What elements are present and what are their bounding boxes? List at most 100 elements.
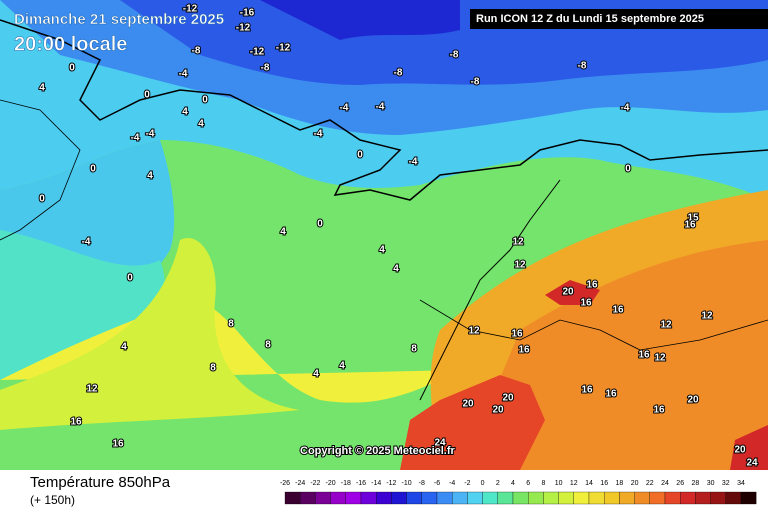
contour-label: 12 xyxy=(654,353,666,364)
copyright: Copyright © 2025 Meteociel.fr xyxy=(300,445,456,457)
color-swatch xyxy=(421,491,438,505)
colorbar-tick-label: 6 xyxy=(526,480,530,487)
colorbar-tick-label: 0 xyxy=(481,480,485,487)
color-swatch xyxy=(604,491,620,505)
contour-label: -4 xyxy=(131,133,140,144)
contour-label: 0 xyxy=(202,95,208,106)
contour-label: 12 xyxy=(701,311,713,322)
run-info: Run ICON 12 Z du Lundi 15 septembre 2025 xyxy=(476,13,704,25)
colorbar-tick-label: 4 xyxy=(511,480,515,487)
contour-label: -8 xyxy=(471,77,480,88)
legend-lead: (+ 150h) xyxy=(30,493,75,507)
contour-label: -8 xyxy=(578,61,587,72)
contour-label: -8 xyxy=(394,68,403,79)
color-swatch xyxy=(725,491,742,505)
color-swatch xyxy=(330,491,346,505)
contour-label: -4 xyxy=(314,129,323,140)
contour-label: 0 xyxy=(144,90,150,101)
color-swatch xyxy=(391,491,407,505)
contour-label: 0 xyxy=(317,219,323,230)
color-swatch xyxy=(497,491,514,505)
color-swatch xyxy=(695,491,711,505)
map xyxy=(0,0,768,470)
contour-label: 4 xyxy=(393,264,399,275)
contour-label: -8 xyxy=(192,46,201,57)
contour-label: 20 xyxy=(492,405,504,416)
color-swatch xyxy=(467,491,483,505)
color-swatch xyxy=(452,491,468,505)
run-box xyxy=(470,9,768,29)
contour-label: 12 xyxy=(468,326,480,337)
color-swatch xyxy=(482,491,498,505)
contour-label: 4 xyxy=(147,171,153,182)
colorbar-tick-label: 28 xyxy=(692,480,700,487)
contour-label: 16 xyxy=(518,345,530,356)
color-swatch xyxy=(284,491,301,505)
colorbar-tick-label: -24 xyxy=(295,480,305,487)
colorbar-tick-label: -26 xyxy=(280,480,290,487)
colorbar-tick-label: 8 xyxy=(541,480,545,487)
contour-label: -4 xyxy=(376,102,385,113)
contour-label: 4 xyxy=(379,245,385,256)
colorbar-tick-label: -18 xyxy=(341,480,351,487)
contour-labels: -12 -16 -12 -12 -12 -8 -8 -8 -8 -8 -8 -4 -4 -4 -4 -4 -4 0… xyxy=(38,3,759,470)
colorbar-tick-label: -10 xyxy=(402,480,412,487)
contour-label: 24 xyxy=(746,458,758,469)
contour-label: 20 xyxy=(562,287,574,298)
contour-label: 4 xyxy=(198,119,204,130)
contour-label: 4 xyxy=(121,342,127,353)
color-swatch xyxy=(588,491,605,505)
colorbar-tick-label: 12 xyxy=(570,480,578,487)
color-swatch xyxy=(710,491,726,505)
contour-label: 20 xyxy=(462,399,474,410)
contour-label: 16 xyxy=(653,405,665,416)
contour-label: 0 xyxy=(625,164,631,175)
contour-label: -12 xyxy=(183,4,198,15)
contour-label: -4 xyxy=(82,237,91,248)
color-swatch xyxy=(406,491,422,505)
contour-label: -4 xyxy=(340,103,349,114)
color-swatch xyxy=(300,491,316,505)
contour-label: 16 xyxy=(612,305,624,316)
contour-label: 16 xyxy=(580,298,592,309)
color-swatch xyxy=(360,491,377,505)
contour-label: -4 xyxy=(179,69,188,80)
colorbar-tick-label: -4 xyxy=(449,480,455,487)
color-swatch xyxy=(573,491,590,505)
contour-label: -4 xyxy=(409,157,418,168)
contour-label: 4 xyxy=(313,369,319,380)
contour-label: -4 xyxy=(146,129,155,140)
contour-label: 0 xyxy=(90,164,96,175)
colorbar-tick-label: -2 xyxy=(464,480,470,487)
contour-label: 8 xyxy=(228,319,234,330)
colorbar-tick-label: 10 xyxy=(555,480,563,487)
contour-label: 12 xyxy=(86,384,98,395)
colorbar-tick-label: -8 xyxy=(419,480,425,487)
contour-label: 8 xyxy=(210,363,216,374)
colorbar-tick-label: -14 xyxy=(371,480,381,487)
contour-label: -8 xyxy=(450,50,459,61)
color-swatch xyxy=(528,491,544,505)
colorbar-tick-label: -6 xyxy=(434,480,440,487)
contour-label: 4 xyxy=(39,83,45,94)
legend-title: Température 850hPa xyxy=(30,474,171,491)
colorbar-tick-label: 30 xyxy=(707,480,715,487)
contour-label: 4 xyxy=(339,361,345,372)
colorbar-tick-label: 2 xyxy=(496,480,500,487)
contour-label: -12 xyxy=(276,43,291,54)
color-swatch xyxy=(558,491,574,505)
contour-label: 0 xyxy=(127,273,133,284)
contour-label: 12 xyxy=(512,237,524,248)
color-swatch xyxy=(345,491,362,505)
contour-label: 0 xyxy=(39,194,45,205)
colorbar-tick-label: 32 xyxy=(722,480,730,487)
colorbar-tick-label: 14 xyxy=(585,480,593,487)
colorbar-tick-label: 34 xyxy=(737,480,745,487)
colorbar-tick-label: 18 xyxy=(616,480,624,487)
contour-label: 16 xyxy=(70,417,82,428)
colorbar-tick-label: -16 xyxy=(356,480,366,487)
contour-label: -8 xyxy=(261,63,270,74)
contour-label: -12 xyxy=(236,23,251,34)
date: Dimanche 21 septembre 2025 xyxy=(14,11,224,28)
